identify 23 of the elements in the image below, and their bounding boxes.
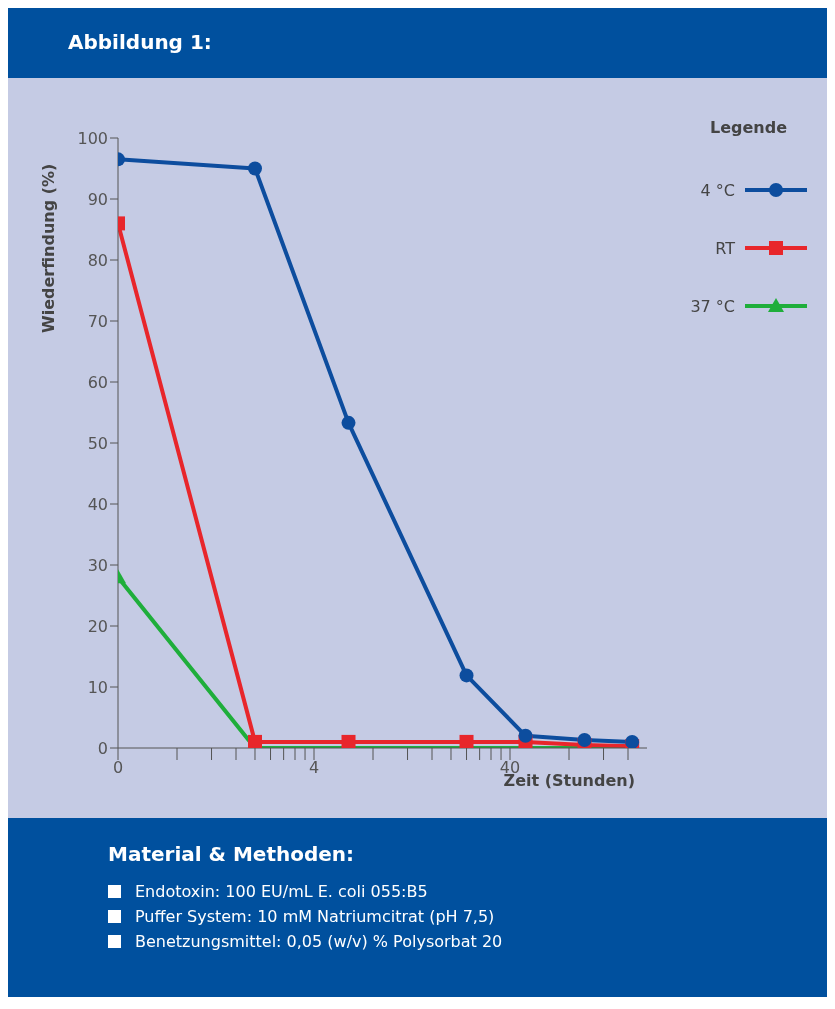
legend-title: Legende [708, 118, 788, 137]
x-tick-label: 4 [308, 758, 320, 778]
legend-label: 4 °C [700, 180, 735, 200]
y-tick-label: 30 [87, 555, 108, 575]
y-tick-label: 10 [87, 677, 108, 697]
chart-title: Abbildung 1: [8, 8, 827, 78]
y-axis-title: Wiederfindung (%) [38, 163, 58, 333]
y-tick-label: 50 [87, 433, 108, 453]
text: Material & Methoden: [108, 842, 356, 866]
y-tick-label: 0 [97, 738, 108, 758]
y-tick-label: 90 [87, 189, 108, 209]
y-tick-label: 70 [87, 311, 108, 331]
y-tick-label: 40 [87, 494, 108, 514]
y-tick-label: 100 [77, 128, 108, 148]
legend-label: RT [715, 238, 735, 258]
text: Endotoxin: 100 EU/mL E. coli 055:B5 [135, 882, 428, 901]
text: Puffer System: 10 mM Natriumcitrat (pH 7,5) [135, 907, 495, 926]
text: Benetzungsmittel: 0,05 (w/v) % Polysorbat 20 [135, 932, 503, 951]
y-tick-label: 60 [87, 372, 108, 392]
y-tick-label: 80 [87, 250, 108, 270]
x-tick-label: 0 [112, 758, 124, 778]
y-tick-label: 20 [87, 616, 108, 636]
legend-label: 37 °C [690, 296, 735, 316]
